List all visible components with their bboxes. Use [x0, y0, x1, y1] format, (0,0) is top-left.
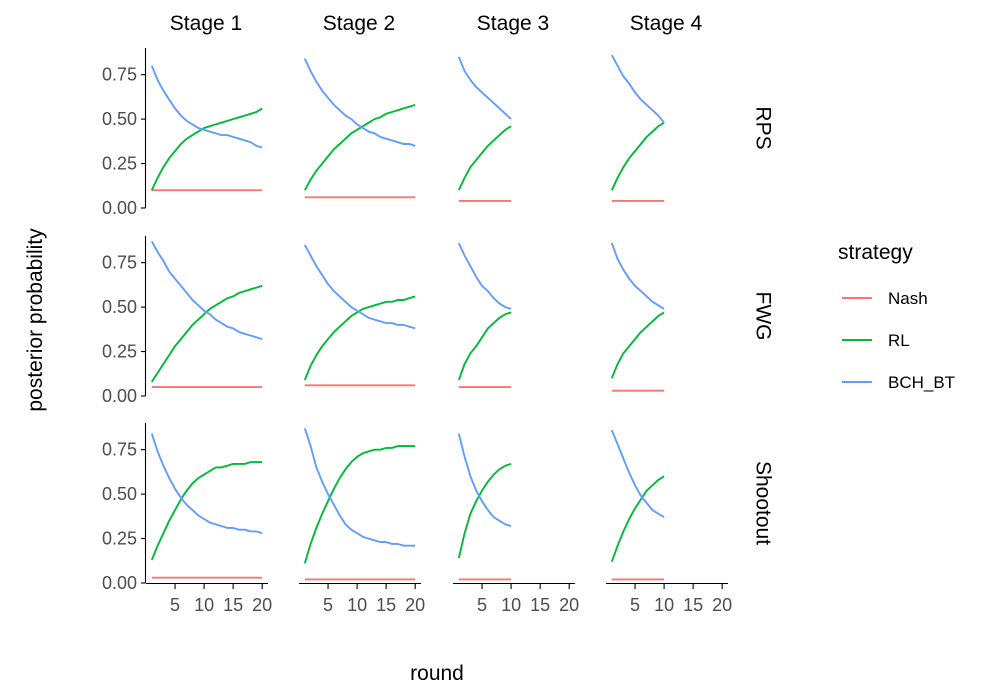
strip-rps: RPS — [751, 106, 774, 149]
series-line-rl — [610, 121, 665, 191]
strip-fwg: FWG — [751, 292, 774, 341]
y-axis-title: posterior probability — [24, 228, 47, 412]
x-tick-label: 10 — [347, 595, 367, 615]
x-tick-label: 15 — [683, 595, 703, 615]
x-tick-label: 5 — [477, 595, 487, 615]
panel-shootout-stage-3 — [457, 433, 512, 581]
panel-rps-stage-1 — [150, 65, 263, 192]
x-tick-label: 15 — [223, 595, 243, 615]
x-tick-label: 15 — [530, 595, 550, 615]
y-axis-rps: 0.00 0.25 0.50 0.75 — [102, 48, 147, 218]
y-tick-label: 0.50 — [102, 109, 137, 129]
x-tick-label: 15 — [376, 595, 396, 615]
series-line-bch-bt — [457, 242, 512, 310]
strip-stage-4: Stage 4 — [630, 12, 703, 35]
panels — [150, 54, 665, 581]
panel-fwg-stage-1 — [150, 240, 263, 389]
series-line-rl — [457, 311, 512, 381]
x-tick-label: 5 — [323, 595, 333, 615]
legend-title: strategy — [838, 241, 913, 264]
legend-item-rl: RL — [842, 331, 910, 350]
series-line-bch-bt — [303, 428, 416, 547]
series-line-rl — [457, 462, 512, 559]
series-line-bch-bt — [150, 240, 263, 341]
series-line-rl — [303, 295, 416, 381]
y-axes: 0.00 0.25 0.50 0.75 0.00 0.25 0.50 0.75 0.00 0.25… — [102, 48, 147, 593]
row-strips: RPS FWG Shootout — [751, 106, 774, 545]
y-tick-label: 0.75 — [102, 253, 137, 273]
x-tick-label: 10 — [654, 595, 674, 615]
y-tick-label: 0.25 — [102, 342, 137, 362]
x-tick-label: 20 — [252, 595, 272, 615]
x-axis-title: round — [410, 662, 464, 685]
x-axes: 5 10 15 20 5 10 15 20 5 10 15 20 5 10 15 20 — [146, 582, 732, 615]
strip-stage-2: Stage 2 — [323, 12, 395, 35]
series-line-bch-bt — [303, 58, 416, 147]
series-line-bch-bt — [610, 242, 665, 310]
panel-rps-stage-3 — [457, 56, 512, 202]
series-line-bch-bt — [303, 244, 416, 330]
series-line-bch-bt — [150, 65, 263, 149]
x-tick-label: 20 — [405, 595, 425, 615]
x-axis-stage-1: 5 10 15 20 — [146, 582, 272, 615]
x-tick-label: 5 — [170, 595, 180, 615]
y-tick-label: 0.00 — [102, 573, 137, 593]
panel-shootout-stage-2 — [303, 428, 416, 581]
x-tick-label: 20 — [712, 595, 732, 615]
legend-label: BCH_BT — [888, 373, 955, 392]
series-line-rl — [610, 311, 665, 379]
panel-shootout-stage-4 — [610, 429, 665, 581]
strip-stage-1: Stage 1 — [170, 12, 242, 35]
panel-shootout-stage-1 — [150, 433, 263, 579]
panel-fwg-stage-3 — [457, 242, 512, 389]
column-strips: Stage 1 Stage 2 Stage 3 Stage 4 — [170, 12, 703, 35]
x-axis-stage-3: 5 10 15 20 — [453, 582, 579, 615]
y-tick-label: 0.75 — [102, 440, 137, 460]
series-line-bch-bt — [610, 429, 665, 519]
x-axis-stage-4: 5 10 15 20 — [606, 582, 732, 615]
panel-rps-stage-4 — [610, 54, 665, 202]
y-tick-label: 0.50 — [102, 297, 137, 317]
legend-item-nash: Nash — [842, 289, 928, 308]
series-line-rl — [610, 475, 665, 563]
legend-label: RL — [888, 331, 910, 350]
series-line-bch-bt — [457, 56, 512, 120]
y-tick-label: 0.75 — [102, 65, 137, 85]
series-line-bch-bt — [610, 54, 665, 124]
x-tick-label: 5 — [630, 595, 640, 615]
series-line-rl — [303, 445, 416, 564]
legend-item-bch-bt: BCH_BT — [842, 373, 955, 392]
panel-fwg-stage-4 — [610, 242, 665, 392]
series-line-bch-bt — [150, 433, 263, 535]
series-line-rl — [150, 107, 263, 191]
legend-label: Nash — [888, 289, 928, 308]
series-line-rl — [150, 461, 263, 561]
y-tick-label: 0.00 — [102, 198, 137, 218]
series-line-rl — [303, 103, 416, 191]
strip-shootout: Shootout — [751, 461, 774, 545]
x-tick-label: 10 — [501, 595, 521, 615]
y-tick-label: 0.50 — [102, 484, 137, 504]
series-line-rl — [457, 125, 512, 191]
y-tick-label: 0.25 — [102, 154, 137, 174]
x-tick-label: 20 — [559, 595, 579, 615]
legend: strategy Nash RL BCH_BT — [838, 241, 955, 392]
y-axis-fwg: 0.00 0.25 0.50 0.75 — [102, 236, 147, 406]
x-tick-label: 10 — [194, 595, 214, 615]
x-axis-stage-2: 5 10 15 20 — [299, 582, 425, 615]
panel-fwg-stage-2 — [303, 244, 416, 387]
strip-stage-3: Stage 3 — [477, 12, 549, 35]
series-line-bch-bt — [457, 433, 512, 528]
y-tick-label: 0.25 — [102, 529, 137, 549]
panel-rps-stage-2 — [303, 58, 416, 199]
y-axis-shootout: 0.00 0.25 0.50 0.75 — [102, 423, 147, 593]
y-tick-label: 0.00 — [102, 386, 137, 406]
